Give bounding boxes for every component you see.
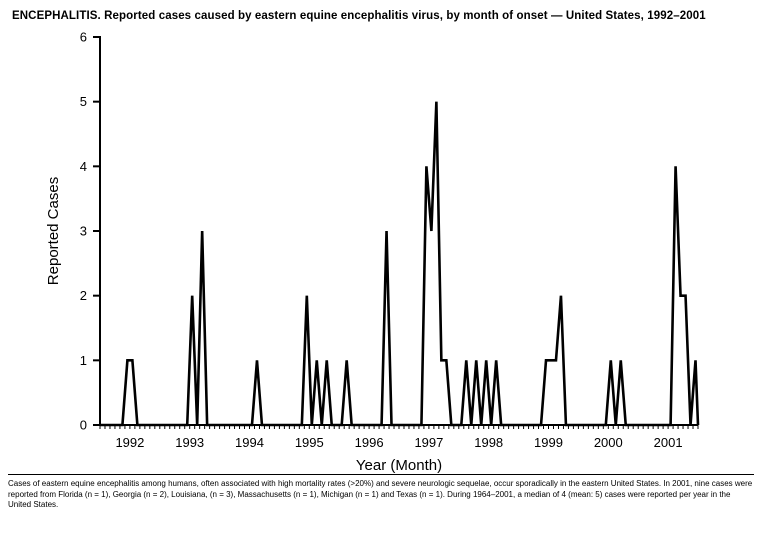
year-label: 1999 [534, 435, 563, 450]
y-tick-label: 0 [80, 418, 87, 433]
y-tick-label: 5 [80, 94, 87, 109]
year-label: 1998 [474, 435, 503, 450]
chart-area: 0 1 2 3 4 5 6 1992 1993 1994 1995 1996 1997 1998 1999 2… [0, 22, 760, 474]
year-label: 1996 [355, 435, 384, 450]
year-label: 2000 [594, 435, 623, 450]
year-label: 1995 [295, 435, 324, 450]
y-tick-label: 2 [80, 288, 87, 303]
y-tick-label: 3 [80, 224, 87, 239]
year-label: 1992 [115, 435, 144, 450]
year-label: 1993 [175, 435, 204, 450]
encephalitis-line-chart: 0 1 2 3 4 5 6 1992 1993 1994 1995 1996 1997 1998 1999 2… [45, 30, 700, 474]
year-label: 2001 [654, 435, 683, 450]
x-axis-title: Year (Month) [356, 457, 442, 474]
chart-title: ENCEPHALITIS. Reported cases caused by e… [12, 10, 706, 22]
year-label: 1997 [414, 435, 443, 450]
year-label: 1994 [235, 435, 264, 450]
y-tick-label: 1 [80, 353, 87, 368]
y-tick-label: 6 [80, 30, 87, 45]
y-axis-title: Reported Cases [45, 177, 62, 285]
chart-footnote: Cases of eastern equine encephalitis amo… [8, 474, 754, 511]
cases-line-series [100, 101, 700, 427]
y-tick-label: 4 [80, 159, 87, 174]
